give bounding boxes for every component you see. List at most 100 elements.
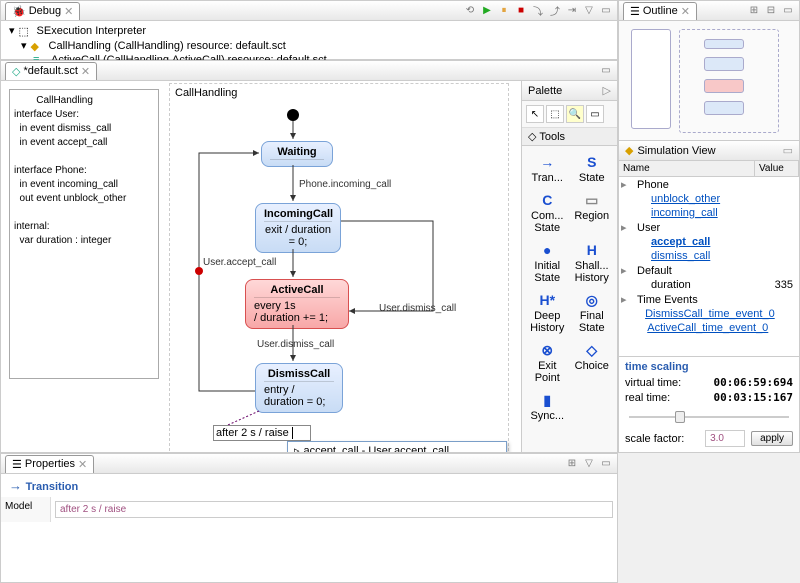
region-label: CallHandling <box>175 87 237 99</box>
editor-tab[interactable]: ◇ *default.sct ✕ <box>5 62 97 80</box>
minimize-icon[interactable]: ▭ <box>783 144 793 157</box>
palette-item[interactable]: CCom... State <box>526 188 569 236</box>
apply-button[interactable]: apply <box>751 431 793 446</box>
maximize-icon[interactable]: ▭ <box>599 64 613 78</box>
close-icon[interactable]: ✕ <box>681 5 690 18</box>
select-tool[interactable]: ↖ <box>526 105 544 123</box>
state-incoming[interactable]: IncomingCall exit / duration = 0; <box>255 203 341 253</box>
zoom-tool[interactable]: 🔍 <box>566 105 584 123</box>
tools-section-label[interactable]: Tools <box>539 131 565 143</box>
outline-icon: ☰ <box>630 5 640 18</box>
initial-state[interactable] <box>287 109 299 121</box>
sim-row[interactable]: DismissCall_time_event_0 <box>619 307 799 321</box>
sim-row[interactable]: ActiveCall_time_event_0 <box>619 321 799 335</box>
toolbar-btn[interactable]: ⊟ <box>764 4 778 18</box>
properties-title: Properties <box>25 458 75 470</box>
palette-item[interactable]: →Tran... <box>526 150 569 186</box>
debug-title: Debug <box>29 5 61 17</box>
debug-icon: 🐞 <box>12 5 26 18</box>
toolbar-btn[interactable]: ⊞ <box>747 4 761 18</box>
minimize-icon[interactable]: ▭ <box>599 4 613 18</box>
toolbar-btn[interactable]: ▽ <box>582 457 596 471</box>
real-time-value: 00:03:15:167 <box>714 391 793 404</box>
state-active[interactable]: ActiveCall every 1s / duration += 1; <box>245 279 349 329</box>
close-icon[interactable]: ✕ <box>64 5 73 18</box>
virtual-time-label: virtual time: <box>625 377 681 389</box>
state-waiting[interactable]: Waiting <box>261 141 333 167</box>
debug-tab[interactable]: 🐞 Debug ✕ <box>5 2 80 20</box>
chevron-right-icon[interactable]: ▷ <box>603 84 611 97</box>
sim-view-title: Simulation View <box>637 145 715 157</box>
transition-label[interactable]: User.dismiss_call <box>379 303 456 314</box>
scale-factor-input[interactable] <box>705 430 745 447</box>
sim-table: Name Value ▸Phoneunblock_otherincoming_c… <box>619 161 799 356</box>
palette-panel: Palette▷ ↖ ⬚ 🔍 ▭ ◇ Tools →Tran...SStateC… <box>521 81 617 452</box>
properties-tab[interactable]: ☰ Properties ✕ <box>5 455 94 473</box>
time-scaling-panel: time scaling virtual time: 00:06:59:694 … <box>619 356 799 452</box>
toolbar-btn[interactable]: ⤵ <box>531 4 545 18</box>
sim-icon: ◆ <box>625 144 633 157</box>
palette-item[interactable]: HShall... History <box>571 238 614 286</box>
timescale-title: time scaling <box>625 361 793 375</box>
scale-slider[interactable] <box>625 409 793 425</box>
tree-row[interactable]: ▾⬚SExecution Interpreter <box>9 23 609 38</box>
sim-row[interactable]: incoming_call <box>619 206 799 220</box>
sim-row[interactable]: unblock_other <box>619 192 799 206</box>
interface-definition[interactable]: CallHandling interface User: in event di… <box>9 89 159 379</box>
transition-label[interactable]: User.accept_call <box>203 257 276 268</box>
sim-row[interactable]: duration335 <box>619 278 799 292</box>
code-completion-popup[interactable]: ▹accept_call - User.accept_call ▹dismiss… <box>287 441 507 452</box>
palette-item[interactable]: ◎Final State <box>571 288 614 336</box>
toolbar-btn[interactable]: ▽ <box>582 4 596 18</box>
real-time-label: real time: <box>625 392 670 404</box>
toolbar-btn[interactable]: ⟲ <box>463 4 477 18</box>
note-tool[interactable]: ▭ <box>586 105 604 123</box>
close-icon[interactable]: ✕ <box>78 458 87 471</box>
palette-item[interactable]: SState <box>571 150 614 186</box>
palette-item[interactable]: ⊗Exit Point <box>526 338 569 386</box>
toolbar-btn[interactable]: ⤴ <box>548 4 562 18</box>
sim-row[interactable]: ▸User <box>619 220 799 235</box>
editor-filename: *default.sct <box>23 65 77 77</box>
sim-row[interactable]: ▸Default <box>619 263 799 278</box>
palette-item[interactable]: H*Deep History <box>526 288 569 336</box>
palette-item[interactable]: ◇Choice <box>571 338 614 386</box>
diagram-canvas[interactable]: CallHandling CallHandling interface User… <box>1 81 521 452</box>
minimize-icon[interactable]: ▭ <box>599 457 613 471</box>
toolbar-btn[interactable]: ⊞ <box>565 457 579 471</box>
sim-row[interactable]: accept_call <box>619 235 799 249</box>
col-name[interactable]: Name <box>619 161 755 176</box>
sim-row[interactable]: ▸Time Events <box>619 292 799 307</box>
debug-view: 🐞 Debug ✕ ⟲ ▶ ⏸ ■ ⤵ ⤴ ⇥ ▽ ▭ ▾⬚SExecution… <box>0 0 618 60</box>
col-value[interactable]: Value <box>755 161 799 176</box>
outline-title: Outline <box>643 5 678 17</box>
palette-item[interactable]: ●Initial State <box>526 238 569 286</box>
palette-item[interactable]: ▮Sync... <box>526 388 569 424</box>
minimize-icon[interactable]: ▭ <box>781 4 795 18</box>
transition-label[interactable]: User.dismiss_call <box>257 339 334 350</box>
toolbar-btn[interactable]: ⇥ <box>565 4 579 18</box>
toolbar-btn[interactable]: ▶ <box>480 4 494 18</box>
tree-row[interactable]: ▾◆CallHandling (CallHandling) resource: … <box>9 38 609 53</box>
virtual-time-value: 00:06:59:694 <box>714 376 793 389</box>
close-icon[interactable]: ✕ <box>81 65 90 78</box>
palette-title: Palette <box>528 85 562 97</box>
transition-expression-input[interactable] <box>55 501 613 518</box>
sim-row[interactable]: dismiss_call <box>619 249 799 263</box>
sim-row[interactable]: ▸Phone <box>619 177 799 192</box>
outline-thumbnail[interactable] <box>619 21 799 141</box>
file-icon: ◇ <box>12 65 20 78</box>
suggest-item[interactable]: ▹accept_call - User.accept_call <box>288 442 506 452</box>
toolbar-btn[interactable]: ⏸ <box>497 4 511 18</box>
toolbar-btn[interactable]: ■ <box>514 4 528 18</box>
transition-label[interactable]: Phone.incoming_call <box>299 179 391 190</box>
outline-tab[interactable]: ☰ Outline ✕ <box>623 2 697 20</box>
state-dismiss[interactable]: DismissCall entry / duration = 0; <box>255 363 343 413</box>
transition-edit-input[interactable]: after 2 s / raise <box>213 425 311 441</box>
palette-item[interactable]: ▭Region <box>571 188 614 236</box>
marquee-tool[interactable]: ⬚ <box>546 105 564 123</box>
properties-icon: ☰ <box>12 458 22 471</box>
properties-heading: Transition <box>26 481 79 493</box>
props-model-tab[interactable]: Model <box>1 497 51 522</box>
scale-factor-label: scale factor: <box>625 433 684 445</box>
